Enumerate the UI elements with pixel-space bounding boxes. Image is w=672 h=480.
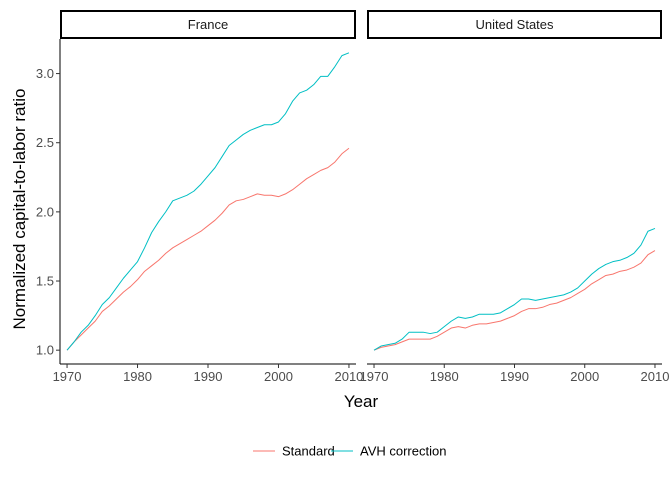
strip-box (367, 10, 662, 39)
series-line-standard (66, 147, 350, 351)
x-tick-label: 1980 (430, 369, 459, 384)
x-tick-label: 1990 (500, 369, 529, 384)
series-line-avh-correction (66, 52, 350, 351)
facet-panels: France 1.0 1.5 2.0 2.5 3.0 1970 1980 1990 2000 201… (36, 10, 670, 384)
x-tick-label: 1990 (194, 369, 223, 384)
series-line-standard (373, 250, 656, 351)
panel-0: France 1.0 1.5 2.0 2.5 3.0 1970 1980 1990 2000 201… (36, 10, 363, 384)
strip-label: United States (475, 17, 554, 32)
y-tick-label: 1.5 (36, 274, 54, 289)
legend-label-avh-correction: AVH correction (360, 444, 446, 459)
legend-label-standard: Standard (282, 444, 335, 459)
strip-label: France (188, 17, 228, 32)
legend: Standard AVH correction (253, 444, 446, 459)
x-tick-label: 1980 (123, 369, 152, 384)
x-tick-label: 1970 (360, 369, 389, 384)
y-tick-label: 2.0 (36, 204, 54, 219)
y-tick-label: 2.5 (36, 135, 54, 150)
y-tick-label: 1.0 (36, 343, 54, 358)
series-line-avh-correction (373, 228, 656, 351)
x-tick-label: 2010 (641, 369, 670, 384)
x-tick-label: 2000 (264, 369, 293, 384)
y-axis-title: Normalized capital-to-labor ratio (10, 89, 29, 330)
x-tick-label: 1970 (53, 369, 82, 384)
panel-1: United States 1970 1980 1990 2000 2010 (360, 10, 670, 384)
x-tick-label: 2000 (570, 369, 599, 384)
y-tick-label: 3.0 (36, 66, 54, 81)
strip-box (60, 10, 356, 39)
y-axis-title-group: Normalized capital-to-labor ratio (10, 89, 29, 330)
x-axis-title: Year (344, 392, 379, 411)
x-tick-label: 2010 (334, 369, 363, 384)
